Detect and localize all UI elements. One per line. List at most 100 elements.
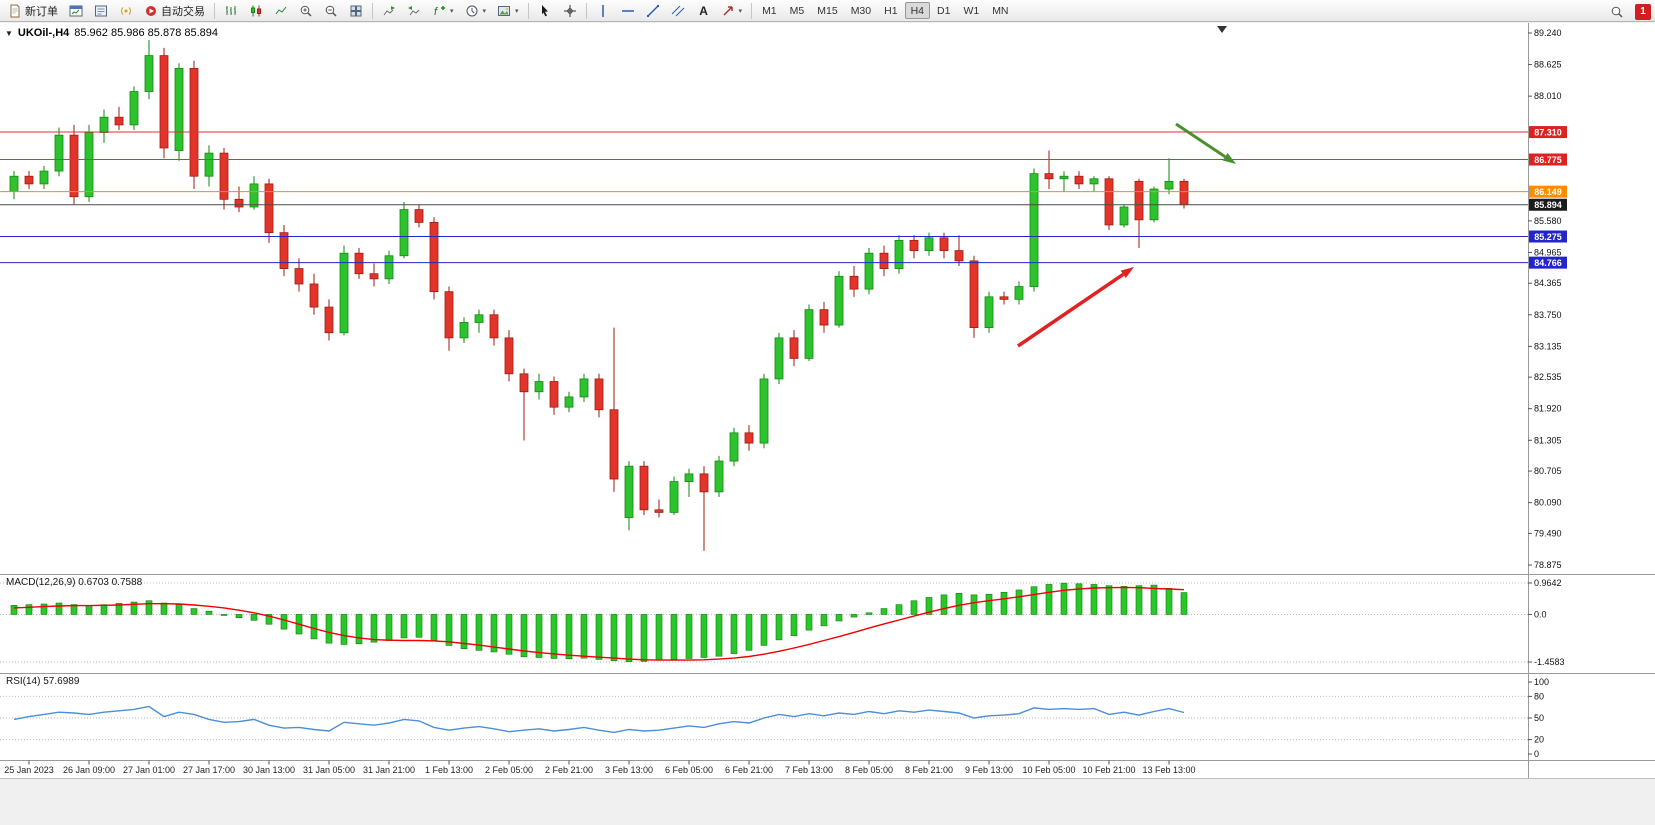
new-order-label: 新订单 <box>25 5 58 18</box>
text-tool-button[interactable]: A <box>691 1 715 20</box>
crosshair-icon <box>563 4 576 17</box>
template-icon <box>498 5 511 16</box>
tf-m1-button[interactable]: M1 <box>756 2 783 19</box>
tf-w1-button[interactable]: W1 <box>957 2 985 19</box>
tf-m5-button[interactable]: M5 <box>784 2 811 19</box>
chevron-down-icon: ▾ <box>738 7 743 15</box>
trendline-icon <box>646 4 659 17</box>
zoom-out-icon <box>325 5 337 17</box>
clock-icon <box>466 5 478 16</box>
price-chart[interactable]: 89.240 88.625 88.010 85.580 84.965 84.365 83.7… <box>0 23 1655 824</box>
horizontal-line-tool-button[interactable] <box>616 1 640 20</box>
market-watch-icon <box>95 5 107 16</box>
crosshair-tool-button[interactable] <box>558 1 582 20</box>
arrow-tool-button[interactable]: ▾ <box>716 1 748 20</box>
svg-text:84.965: 84.965 <box>1534 247 1562 257</box>
tf-m15-button[interactable]: M15 <box>811 2 843 19</box>
channel-icon <box>671 5 684 16</box>
tf-m30-button[interactable]: M30 <box>845 2 877 19</box>
candle-chart-mode-button[interactable] <box>244 1 268 20</box>
new-chart-button[interactable] <box>64 1 88 20</box>
svg-text:10 Feb 21:00: 10 Feb 21:00 <box>1082 765 1135 775</box>
main-toolbar: 新订单 自动交易 f ▾ ▾ <box>0 0 1655 22</box>
market-watch-button[interactable] <box>89 1 113 20</box>
new-order-button[interactable]: 新订单 <box>3 1 63 20</box>
chart-window-icon <box>69 5 83 16</box>
draw-arrow-icon <box>723 5 733 16</box>
svg-text:31 Jan 21:00: 31 Jan 21:00 <box>363 765 415 775</box>
notification-badge[interactable]: 1 <box>1635 3 1651 20</box>
svg-text:1 Feb 13:00: 1 Feb 13:00 <box>425 765 473 775</box>
indicators-button[interactable]: f ▾ <box>427 1 459 20</box>
svg-text:20: 20 <box>1534 735 1544 745</box>
svg-text:80.705: 80.705 <box>1534 466 1562 476</box>
search-button[interactable] <box>1605 2 1629 21</box>
vertical-line-tool-button[interactable] <box>591 1 615 20</box>
tf-d1-button[interactable]: D1 <box>931 2 956 19</box>
svg-text:89.240: 89.240 <box>1534 28 1562 38</box>
auto-scroll-icon <box>383 5 395 15</box>
broadcast-icon <box>121 6 131 15</box>
auto-scroll-button[interactable] <box>377 1 401 20</box>
autotrade-icon <box>146 5 156 16</box>
svg-text:27 Jan 17:00: 27 Jan 17:00 <box>183 765 235 775</box>
svg-text:2 Feb 05:00: 2 Feb 05:00 <box>485 765 533 775</box>
alerts-button[interactable] <box>114 1 138 20</box>
symbol-label: UKOil-,H4 <box>17 27 70 39</box>
channel-tool-button[interactable] <box>666 1 690 20</box>
svg-text:88.625: 88.625 <box>1534 60 1562 70</box>
tf-h1-button[interactable]: H1 <box>878 2 903 19</box>
svg-text:30 Jan 13:00: 30 Jan 13:00 <box>243 765 295 775</box>
svg-text:81.920: 81.920 <box>1534 404 1562 414</box>
svg-text:81.305: 81.305 <box>1534 435 1562 445</box>
cursor-tool-button[interactable] <box>533 1 557 20</box>
svg-text:0: 0 <box>1534 749 1539 759</box>
svg-text:82.535: 82.535 <box>1534 372 1562 382</box>
tile-windows-icon <box>350 5 362 16</box>
collapse-chart-icon[interactable]: ▼ <box>5 28 13 38</box>
svg-text:85.275: 85.275 <box>1534 232 1562 242</box>
svg-text:50: 50 <box>1534 713 1544 723</box>
bar-chart-mode-button[interactable] <box>219 1 243 20</box>
svg-text:80: 80 <box>1534 691 1544 701</box>
svg-text:9 Feb 13:00: 9 Feb 13:00 <box>965 765 1013 775</box>
svg-text:13 Feb 13:00: 13 Feb 13:00 <box>1142 765 1195 775</box>
tf-mn-button[interactable]: MN <box>986 2 1014 19</box>
svg-text:83.135: 83.135 <box>1534 341 1562 351</box>
chart-window: 89.240 88.625 88.010 85.580 84.965 84.365 83.7… <box>0 23 1655 825</box>
separator <box>372 2 373 19</box>
svg-text:2 Feb 21:00: 2 Feb 21:00 <box>545 765 593 775</box>
svg-text:25 Jan 2023: 25 Jan 2023 <box>4 765 54 775</box>
svg-text:f: f <box>434 6 438 18</box>
svg-text:-1.4583: -1.4583 <box>1534 657 1565 667</box>
svg-text:80.090: 80.090 <box>1534 498 1562 508</box>
chevron-down-icon: ▾ <box>482 7 487 15</box>
indicators-icon: f <box>434 5 445 18</box>
vertical-line-icon <box>601 4 604 17</box>
zoom-in-button[interactable] <box>294 1 318 20</box>
svg-text:7 Feb 13:00: 7 Feb 13:00 <box>785 765 833 775</box>
svg-text:100: 100 <box>1534 677 1549 687</box>
zoom-out-button[interactable] <box>319 1 343 20</box>
autotrade-button[interactable]: 自动交易 <box>139 1 210 20</box>
candlestick-icon <box>251 5 261 16</box>
svg-text:A: A <box>699 4 708 18</box>
tile-windows-button[interactable] <box>344 1 368 20</box>
horizontal-line-icon <box>621 9 634 12</box>
separator <box>751 2 753 19</box>
new-order-icon <box>10 4 20 17</box>
tf-h4-button[interactable]: H4 <box>904 2 930 19</box>
svg-text:87.310: 87.310 <box>1534 128 1562 138</box>
separator <box>214 2 215 19</box>
svg-text:26 Jan 09:00: 26 Jan 09:00 <box>63 765 115 775</box>
trendline-tool-button[interactable] <box>641 1 665 20</box>
svg-text:85.580: 85.580 <box>1534 216 1562 226</box>
line-chart-mode-button[interactable] <box>269 1 293 20</box>
svg-text:86.775: 86.775 <box>1534 155 1562 165</box>
chart-shift-button[interactable] <box>402 1 426 20</box>
svg-text:0.0: 0.0 <box>1534 609 1547 619</box>
periods-button[interactable]: ▾ <box>460 1 492 20</box>
templates-button[interactable]: ▾ <box>492 1 524 20</box>
svg-text:31 Jan 05:00: 31 Jan 05:00 <box>303 765 355 775</box>
chevron-down-icon: ▾ <box>450 7 454 15</box>
